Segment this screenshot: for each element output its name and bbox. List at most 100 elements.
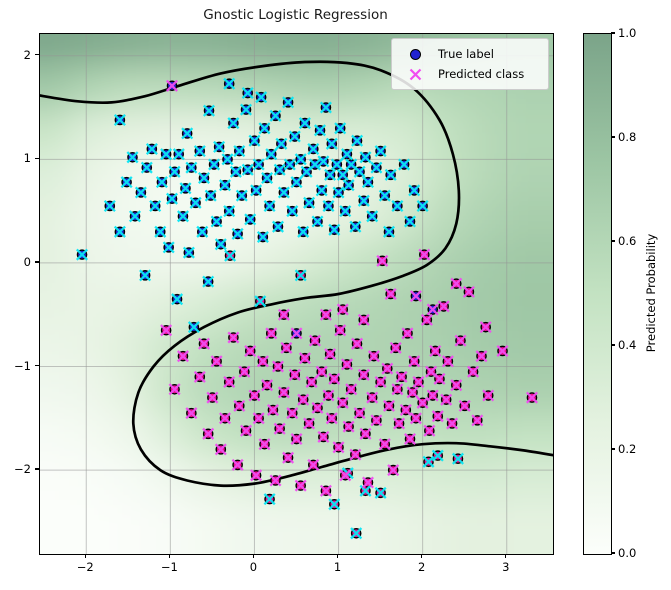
colorbar-tick-label: 0.0 bbox=[618, 546, 637, 560]
predicted-x-marker bbox=[294, 269, 307, 282]
predicted-x-marker bbox=[196, 225, 209, 238]
x-tick bbox=[505, 554, 507, 559]
predicted-x-marker bbox=[324, 348, 337, 361]
predicted-x-marker bbox=[168, 165, 181, 178]
predicted-x-marker bbox=[317, 430, 330, 443]
predicted-x-marker bbox=[319, 308, 332, 321]
predicted-x-marker bbox=[202, 275, 215, 288]
predicted-x-marker bbox=[324, 168, 337, 181]
predicted-x-marker bbox=[349, 448, 362, 461]
y-tick bbox=[35, 364, 39, 367]
predicted-x-marker bbox=[204, 189, 217, 202]
predicted-x-marker bbox=[176, 210, 190, 223]
legend-label: True label bbox=[438, 47, 494, 61]
predicted-class-x-icon bbox=[400, 68, 430, 81]
y-tick-label: −2 bbox=[14, 462, 31, 477]
predicted-x-marker bbox=[290, 432, 303, 446]
predicted-x-marker bbox=[431, 410, 444, 423]
predicted-x-marker bbox=[426, 389, 439, 402]
predicted-x-marker bbox=[317, 155, 330, 168]
predicted-x-marker bbox=[462, 285, 475, 298]
predicted-x-marker bbox=[475, 350, 488, 363]
predicted-x-marker bbox=[361, 476, 375, 489]
predicted-x-marker bbox=[162, 241, 175, 254]
predicted-x-marker bbox=[342, 179, 355, 192]
predicted-x-marker bbox=[525, 391, 539, 404]
predicted-x-marker bbox=[408, 355, 421, 368]
predicted-x-marker bbox=[458, 399, 471, 412]
predicted-x-marker bbox=[303, 196, 316, 209]
predicted-x-marker bbox=[103, 199, 116, 213]
predicted-x-marker bbox=[227, 117, 240, 130]
predicted-x-marker bbox=[286, 205, 299, 218]
predicted-x-marker bbox=[454, 334, 467, 347]
predicted-x-marker bbox=[269, 474, 282, 487]
predicted-x-marker bbox=[353, 165, 366, 178]
predicted-x-marker bbox=[378, 189, 391, 202]
colorbar-axis-label: Predicted Probability bbox=[644, 233, 658, 353]
predicted-x-marker bbox=[315, 365, 328, 378]
predicted-x-marker bbox=[305, 375, 318, 389]
predicted-x-marker bbox=[378, 438, 391, 451]
predicted-x-marker bbox=[168, 383, 181, 396]
predicted-x-marker bbox=[282, 96, 295, 109]
predicted-x-marker bbox=[308, 334, 322, 347]
plot-canvas bbox=[40, 34, 553, 554]
predicted-x-marker bbox=[496, 344, 509, 358]
legend-label: Predicted class bbox=[438, 67, 525, 81]
predicted-x-marker bbox=[256, 230, 269, 244]
predicted-x-marker bbox=[187, 321, 200, 334]
predicted-x-marker bbox=[398, 158, 411, 171]
predicted-x-marker bbox=[350, 527, 363, 540]
predicted-x-marker bbox=[197, 171, 211, 185]
predicted-x-marker bbox=[389, 341, 402, 354]
x-tick bbox=[421, 554, 423, 559]
predicted-x-marker bbox=[450, 379, 463, 392]
predicted-x-marker bbox=[349, 220, 362, 233]
predicted-x-marker bbox=[297, 393, 310, 406]
predicted-x-marker bbox=[426, 303, 439, 316]
predicted-x-marker bbox=[283, 158, 296, 171]
predicted-x-marker bbox=[294, 479, 307, 492]
predicted-x-marker bbox=[351, 134, 364, 147]
predicted-x-marker bbox=[482, 389, 495, 402]
predicted-x-marker bbox=[256, 355, 269, 368]
predicted-x-marker bbox=[339, 469, 352, 482]
legend-item-true-label: True label bbox=[400, 44, 540, 64]
predicted-x-marker bbox=[233, 145, 246, 158]
y-tick bbox=[35, 54, 39, 56]
predicted-x-marker bbox=[210, 215, 223, 228]
colorbar-tick-label: 0.6 bbox=[618, 234, 637, 248]
predicted-x-marker bbox=[359, 484, 372, 497]
predicted-x-marker bbox=[189, 196, 202, 209]
predicted-x-marker bbox=[202, 427, 215, 440]
predicted-x-marker bbox=[149, 199, 162, 213]
predicted-x-marker bbox=[182, 246, 195, 259]
predicted-x-marker bbox=[248, 134, 261, 147]
predicted-x-marker bbox=[391, 383, 404, 396]
predicted-x-marker bbox=[238, 365, 251, 378]
predicted-x-marker bbox=[370, 414, 383, 427]
predicted-x-marker bbox=[387, 464, 400, 477]
predicted-x-marker bbox=[235, 189, 248, 202]
predicted-x-marker bbox=[266, 403, 280, 417]
predicted-x-marker bbox=[437, 300, 450, 313]
colorbar-tick bbox=[611, 344, 616, 346]
plot-title: Gnostic Logistic Regression bbox=[203, 7, 388, 23]
colorbar-tick bbox=[611, 136, 616, 138]
predicted-x-marker bbox=[446, 417, 459, 430]
predicted-x-marker bbox=[241, 163, 254, 176]
predicted-x-marker bbox=[382, 225, 396, 238]
predicted-x-marker bbox=[214, 238, 227, 251]
predicted-x-marker bbox=[395, 370, 408, 383]
predicted-x-marker bbox=[265, 327, 278, 340]
predicted-x-marker bbox=[313, 124, 327, 137]
x-tick bbox=[168, 554, 170, 559]
predicted-x-marker bbox=[294, 153, 307, 166]
legend: True label Predicted class bbox=[391, 38, 549, 90]
y-tick-label: −1 bbox=[14, 358, 31, 373]
predicted-x-marker bbox=[450, 277, 463, 290]
predicted-x-marker bbox=[433, 372, 446, 385]
predicted-x-marker bbox=[409, 412, 422, 425]
